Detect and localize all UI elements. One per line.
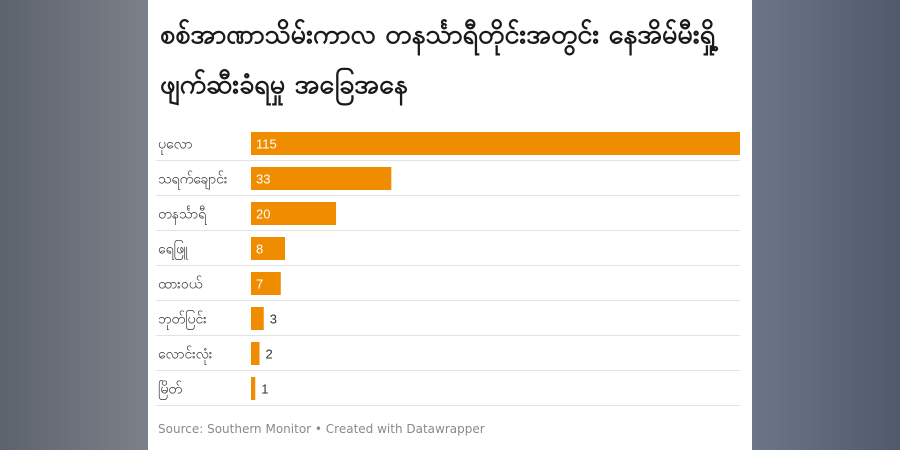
chart-title: စစ်အာဏာသိမ်းကာလ တနင်္သာရီတိုင်းအတွင်း နေ…: [160, 19, 716, 100]
value-label: 7: [256, 277, 263, 292]
bar: [251, 342, 260, 365]
bar-chart: ပုလော 115 သရက်ချောင်း 33 တနင်္သာရီ 20 ရေဖြူ 8 ထာ…: [156, 132, 740, 406]
value-label: 33: [256, 172, 270, 187]
chart-card: စစ်အာဏာသိမ်းကာလ တနင်္သာရီတိုင်းအတွင်း နေ…: [148, 0, 752, 450]
category-label: ရေဖြူ: [158, 241, 188, 260]
category-label: ဘုတ်ပြင်း: [158, 311, 207, 330]
value-label: 2: [266, 347, 273, 362]
category-label: မြိတ်: [158, 382, 182, 400]
bar: [251, 202, 337, 225]
bar: [251, 167, 392, 190]
bar: [251, 132, 740, 155]
category-label: ပုလော: [158, 137, 192, 155]
value-label: 8: [256, 242, 263, 257]
bar: [251, 377, 256, 400]
background-left: [0, 0, 148, 450]
bar: [251, 272, 281, 295]
bar: [251, 307, 264, 330]
category-label: လောင်းလုံး: [158, 347, 213, 365]
background-right: [752, 0, 900, 450]
category-label: သရက်ချောင်း: [158, 172, 228, 190]
value-label: 115: [256, 137, 277, 152]
value-label: 1: [261, 382, 268, 397]
category-label: ထားဝယ်: [158, 277, 203, 293]
category-label: တနင်္သာရီ: [158, 207, 207, 225]
value-label: 20: [256, 207, 270, 222]
source-note: Source: Southern Monitor • Created with …: [158, 422, 485, 436]
value-label: 3: [270, 312, 277, 327]
bar: [251, 237, 286, 260]
